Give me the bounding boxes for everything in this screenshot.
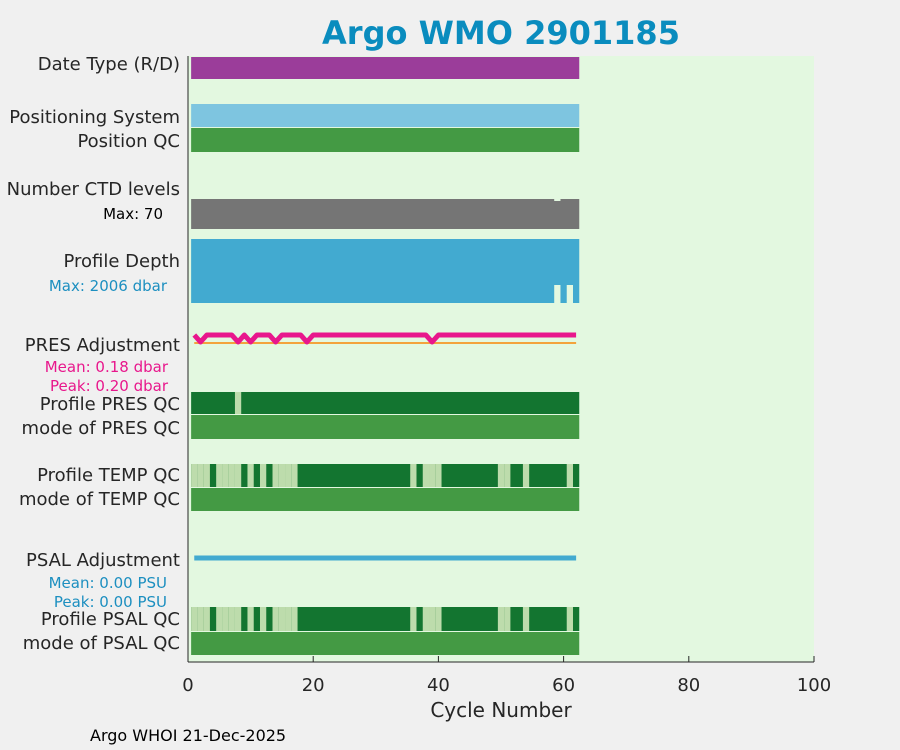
ctd-levels-low-cycle-59 — [554, 195, 561, 201]
profile-psal-qc-light-cycle-38 — [422, 607, 430, 631]
profile-psal-qc-light-cycle-15 — [278, 607, 286, 631]
plot-area — [188, 56, 814, 662]
label-profile-psal-qc: Profile PSAL QC — [41, 609, 180, 630]
x-tick-label-0: 0 — [182, 675, 193, 696]
profile-psal-qc-light-cycle-17 — [291, 607, 298, 631]
x-axis-label: Cycle Number — [430, 698, 572, 722]
profile-psal-qc-light-cycle-10 — [247, 607, 254, 631]
label-profile-depth: Profile Depth — [63, 251, 180, 272]
profile-temp-qc-light-cycle-6 — [222, 464, 229, 487]
x-tick-label-20: 20 — [302, 675, 325, 696]
profile-temp-qc-light-cycle-10 — [247, 464, 254, 487]
mode-psal-qc-bar — [191, 632, 580, 655]
ctd-levels-bar — [191, 199, 580, 229]
profile-temp-qc-light-cycle-39 — [429, 464, 436, 487]
profile-temp-qc-light-cycle-51 — [504, 464, 511, 487]
label-positioning-system: Positioning System — [9, 107, 180, 128]
profile-psal-qc-light-cycle-39 — [429, 607, 436, 631]
profile-temp-qc-light-cycle-2 — [197, 464, 204, 487]
profile-depth-low-cycle-59 — [554, 285, 561, 305]
label-pres-adjustment: PRES Adjustment — [25, 335, 180, 356]
profile-temp-qc-light-cycle-5 — [216, 464, 223, 487]
profile-temp-qc-light-cycle-12 — [259, 464, 267, 487]
x-tick-label-40: 40 — [427, 675, 450, 696]
profile-depth-bar — [191, 239, 580, 303]
profile-psal-qc-light-cycle-6 — [222, 607, 229, 631]
profile-temp-qc-light-cycle-15 — [278, 464, 286, 487]
profile-psal-qc-light-cycle-51 — [504, 607, 511, 631]
x-tick-label-80: 80 — [677, 675, 700, 696]
profile-psal-qc-light-cycle-40 — [435, 607, 442, 631]
date-type-bar — [191, 57, 580, 79]
profile-psal-qc-light-cycle-1 — [191, 607, 198, 631]
label-profile-temp-qc: Profile TEMP QC — [37, 465, 180, 486]
profile-pres-qc-light-cycle-8 — [234, 392, 242, 414]
label-psal-adjustment: PSAL Adjustment — [26, 550, 180, 571]
profile-psal-qc-light-cycle-2 — [197, 607, 204, 631]
note-pres-mean: Mean: 0.18 dbar — [45, 358, 169, 376]
note-psal-peak: Peak: 0.00 PSU — [54, 593, 167, 611]
x-tick-label-100: 100 — [797, 675, 831, 696]
profile-temp-qc-light-cycle-8 — [234, 464, 242, 487]
label-number-ctd-levels: Number CTD levels — [7, 179, 180, 200]
profile-psal-qc-light-cycle-7 — [228, 607, 235, 631]
mode-pres-qc-bar — [191, 415, 580, 439]
profile-temp-qc-light-cycle-54 — [522, 464, 530, 487]
profile-pres-qc-bar — [191, 392, 580, 414]
note-pres-peak: Peak: 0.20 dbar — [50, 377, 169, 395]
profile-temp-qc-light-cycle-40 — [435, 464, 442, 487]
label-date-type: Date Type (R/D) — [38, 54, 180, 75]
x-tick-label-60: 60 — [552, 675, 575, 696]
profile-temp-qc-light-cycle-38 — [422, 464, 430, 487]
note-depth-max: Max: 2006 dbar — [49, 277, 168, 295]
profile-psal-qc-light-cycle-8 — [234, 607, 242, 631]
label-position-qc: Position QC — [77, 131, 180, 152]
profile-psal-qc-light-cycle-5 — [216, 607, 223, 631]
profile-psal-qc-light-cycle-36 — [410, 607, 417, 631]
profile-temp-qc-light-cycle-7 — [228, 464, 235, 487]
mode-temp-qc-bar — [191, 488, 580, 511]
profile-psal-qc-light-cycle-61 — [566, 607, 573, 631]
profile-psal-qc-light-cycle-50 — [497, 607, 505, 631]
profile-temp-qc-light-cycle-36 — [410, 464, 417, 487]
data-marks — [191, 57, 580, 655]
label-mode-temp-qc: mode of TEMP QC — [19, 489, 180, 510]
profile-psal-qc-light-cycle-16 — [285, 607, 292, 631]
label-mode-pres-qc: mode of PRES QC — [22, 418, 180, 439]
profile-psal-qc-light-cycle-14 — [272, 607, 279, 631]
profile-psal-qc-light-cycle-3 — [203, 607, 210, 631]
footer-credit: Argo WHOI 21-Dec-2025 — [90, 726, 286, 745]
profile-temp-qc-light-cycle-3 — [203, 464, 210, 487]
profile-psal-qc-bar — [191, 607, 580, 631]
profile-depth-low-cycle-61 — [566, 285, 573, 305]
profile-temp-qc-light-cycle-17 — [291, 464, 298, 487]
label-mode-psal-qc: mode of PSAL QC — [23, 633, 180, 654]
profile-temp-qc-light-cycle-16 — [285, 464, 292, 487]
profile-temp-qc-light-cycle-61 — [566, 464, 573, 487]
position-qc-bar — [191, 128, 580, 152]
x-ticks: 0 20 40 60 80 100 — [182, 656, 831, 696]
note-ctd-max: Max: 70 — [103, 205, 163, 223]
label-profile-pres-qc: Profile PRES QC — [40, 394, 180, 415]
positioning-system-bar — [191, 104, 580, 127]
profile-temp-qc-light-cycle-50 — [497, 464, 505, 487]
chart-title: Argo WMO 2901185 — [322, 14, 680, 52]
note-psal-mean: Mean: 0.00 PSU — [49, 574, 167, 592]
profile-psal-qc-light-cycle-54 — [522, 607, 530, 631]
profile-psal-qc-light-cycle-12 — [259, 607, 267, 631]
profile-temp-qc-light-cycle-14 — [272, 464, 279, 487]
profile-temp-qc-light-cycle-1 — [191, 464, 198, 487]
pres-adjustment-line — [192, 332, 577, 345]
